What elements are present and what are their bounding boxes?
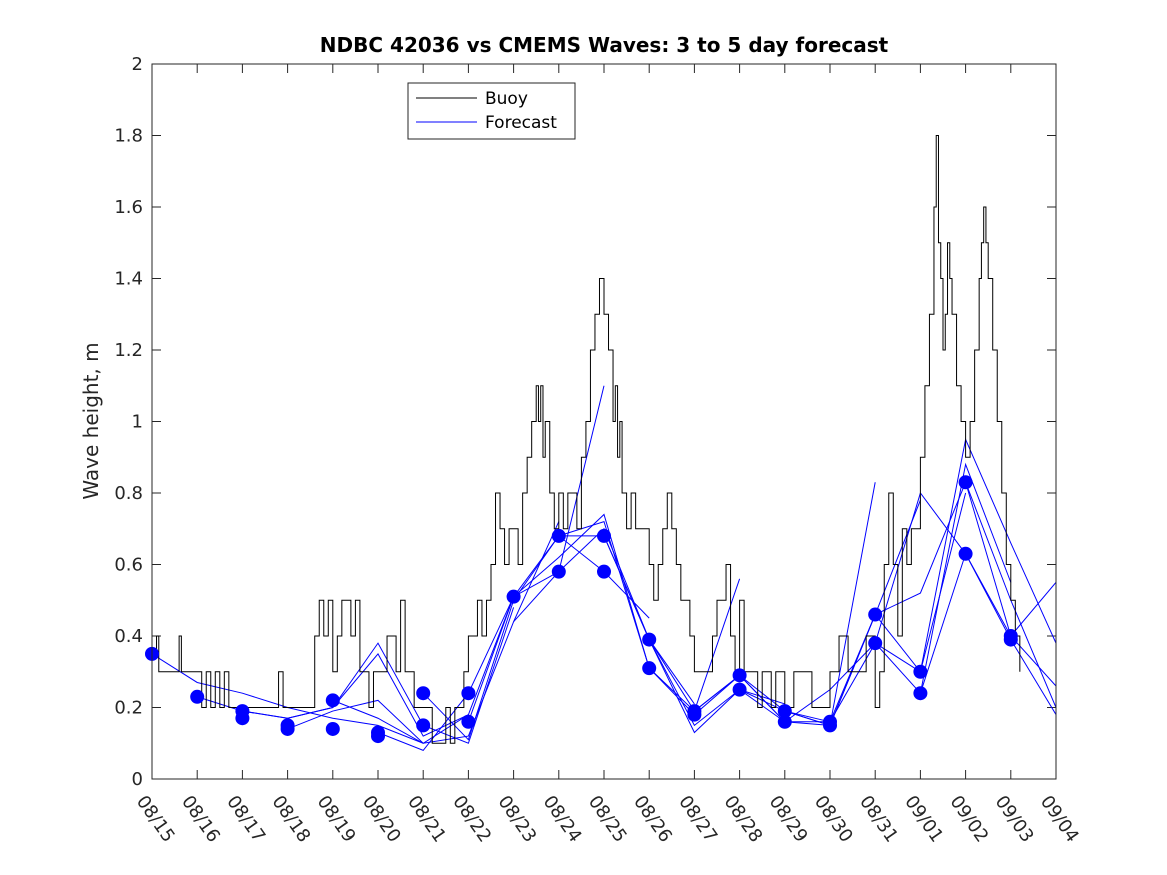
buoy-series	[152, 135, 1021, 744]
forecast-marker	[551, 564, 566, 579]
forecast-marker	[958, 546, 973, 561]
forecast-markers	[145, 475, 1018, 744]
y-axis-label: Wave height, m	[79, 342, 103, 499]
y-tick-label: 1.4	[114, 269, 143, 290]
forecast-marker	[416, 718, 431, 733]
forecast-marker	[506, 589, 521, 604]
y-tick-label: 1	[132, 412, 143, 433]
forecast-marker	[1003, 632, 1018, 647]
y-tick-label: 0.8	[114, 483, 143, 504]
forecast-marker	[235, 711, 250, 726]
legend-label-forecast: Forecast	[485, 113, 557, 133]
y-tick-label: 1.2	[114, 340, 143, 361]
forecast-marker	[461, 714, 476, 729]
buoy-line	[152, 135, 1021, 744]
y-tick-label: 2	[132, 54, 143, 75]
y-tick-label: 0.2	[114, 698, 143, 719]
forecast-marker	[325, 721, 340, 736]
forecast-marker	[371, 729, 385, 744]
forecast-marker	[325, 693, 340, 708]
forecast-marker	[461, 686, 476, 701]
forecast-marker	[868, 607, 883, 622]
forecast-marker	[958, 475, 973, 490]
y-tick-label: 0.6	[114, 555, 143, 576]
forecast-marker	[687, 707, 702, 722]
forecast-marker	[732, 682, 747, 697]
forecast-marker	[190, 689, 205, 704]
y-tick-label: 0	[132, 769, 143, 790]
forecast-marker	[732, 668, 747, 683]
forecast-line	[242, 607, 515, 744]
forecast-marker	[823, 718, 837, 733]
forecast-line	[829, 480, 1056, 726]
forecast-marker	[597, 564, 611, 579]
legend-label-buoy: Buoy	[485, 89, 528, 109]
chart-title: NDBC 42036 vs CMEMS Waves: 3 to 5 day fo…	[320, 33, 889, 57]
legend: Buoy Forecast	[407, 82, 576, 140]
forecast-marker	[416, 686, 431, 701]
forecast-marker	[642, 632, 657, 647]
forecast-line	[919, 552, 1056, 715]
forecast-marker	[777, 704, 792, 719]
forecast-marker	[642, 661, 657, 676]
forecast-marker	[551, 528, 566, 543]
forecast-marker	[868, 636, 883, 651]
legend-box	[407, 82, 576, 140]
y-tick-label: 1.6	[114, 197, 143, 218]
forecast-marker	[913, 686, 928, 701]
y-tick-label: 0.4	[114, 626, 143, 647]
axes-box	[151, 63, 1057, 780]
forecast-marker	[777, 714, 792, 729]
plot-content	[145, 135, 1056, 752]
forecast-marker	[597, 528, 611, 543]
y-tick-label: 1.8	[114, 126, 143, 147]
plot-area	[152, 64, 1056, 779]
forecast-marker	[280, 721, 295, 736]
forecast-marker	[913, 664, 928, 679]
